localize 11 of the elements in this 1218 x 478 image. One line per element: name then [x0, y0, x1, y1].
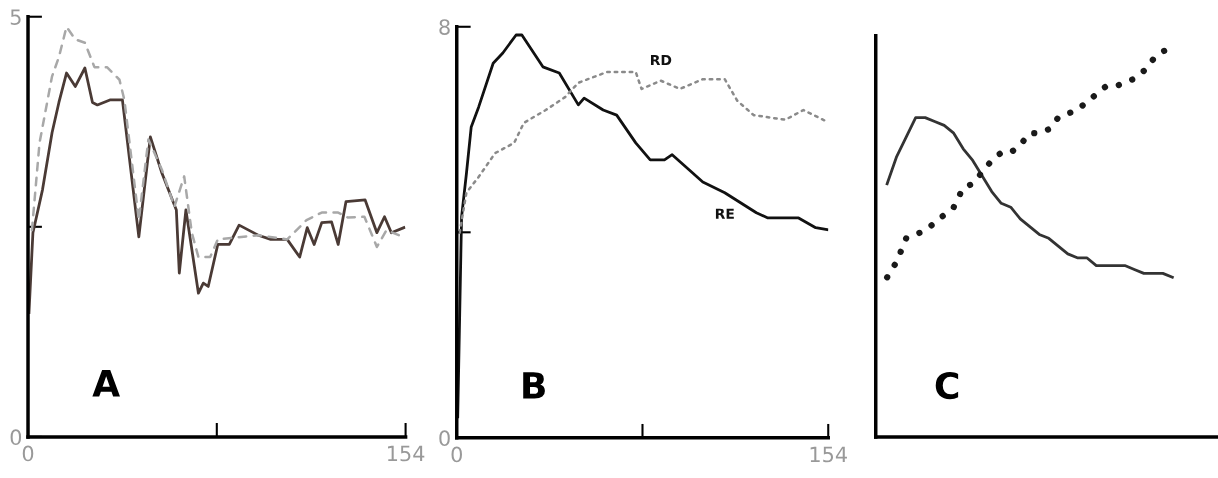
- series-label: RE: [715, 208, 734, 219]
- series-label: RD: [650, 54, 672, 66]
- x-tick-label: 154: [810, 446, 847, 463]
- annotation: A: [92, 370, 120, 397]
- y-tick-label: 5: [10, 9, 21, 25]
- x-tick-label: 0: [22, 445, 34, 462]
- annotation: C: [935, 371, 959, 400]
- x-tick-label: 154: [388, 445, 425, 462]
- annotation: B: [523, 372, 545, 399]
- y-tick-label: 8: [439, 19, 450, 35]
- x-tick-label: 0: [451, 446, 462, 463]
